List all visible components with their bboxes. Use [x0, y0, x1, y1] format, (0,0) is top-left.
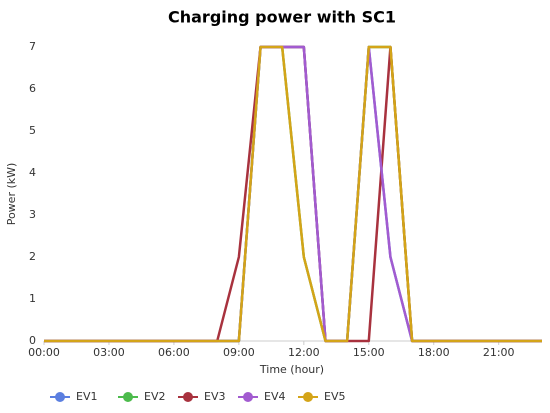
legend-label: EV2: [144, 390, 165, 403]
legend-marker: [243, 392, 253, 402]
x-axis-label: Time (hour): [259, 363, 324, 376]
x-tick-label: 00:00: [28, 346, 60, 359]
legend-marker: [55, 392, 65, 402]
legend-label: EV1: [76, 390, 97, 403]
y-tick-label: 3: [29, 208, 36, 221]
x-tick-label: 21:00: [483, 346, 515, 359]
y-tick-label: 6: [29, 82, 36, 95]
legend-label: EV3: [204, 390, 225, 403]
legend-marker: [303, 392, 313, 402]
x-tick-label: 03:00: [93, 346, 125, 359]
y-tick-label: 0: [29, 334, 36, 347]
y-tick-label: 2: [29, 250, 36, 263]
y-tick-label: 1: [29, 292, 36, 305]
x-tick-label: 12:00: [288, 346, 320, 359]
y-axis-label: Power (kW): [5, 163, 18, 226]
series-line: [44, 45, 542, 343]
y-tick-label: 4: [29, 166, 36, 179]
x-tick-label: 06:00: [158, 346, 190, 359]
legend-label: EV5: [324, 390, 345, 403]
series-line: [44, 45, 542, 343]
series-line: [44, 45, 542, 343]
series-line: [44, 45, 542, 343]
legend-label: EV4: [264, 390, 285, 403]
x-tick-label: 09:00: [223, 346, 255, 359]
x-tick-label: 15:00: [353, 346, 385, 359]
legend-marker: [183, 392, 193, 402]
y-tick-label: 5: [29, 124, 36, 137]
chart-title: Charging power with SC1: [168, 8, 396, 27]
series-line: [44, 45, 542, 343]
legend-marker: [123, 392, 133, 402]
x-tick-label: 18:00: [418, 346, 450, 359]
y-tick-label: 7: [29, 40, 36, 53]
